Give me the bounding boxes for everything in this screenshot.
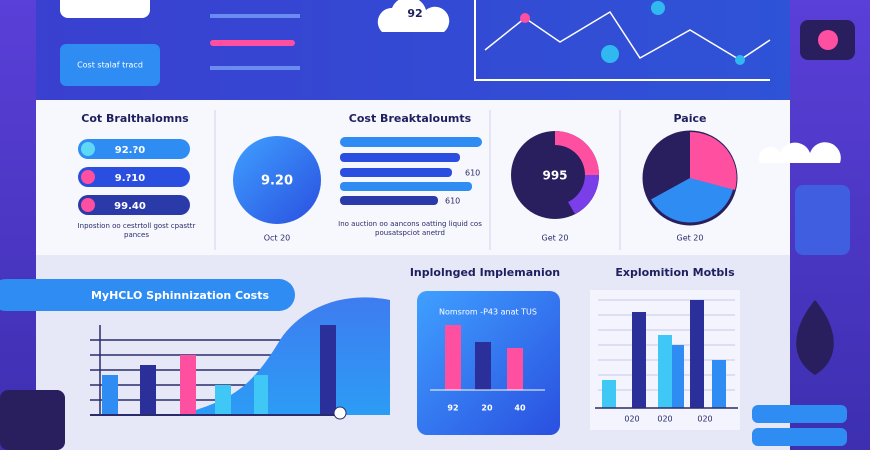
- bar: [340, 196, 438, 205]
- panel-title: Cot Bralthalomns: [81, 112, 189, 125]
- panel-note: Ino auction oo aancons oatting liquid co…: [338, 220, 482, 237]
- bar: [320, 325, 336, 415]
- top-dot: [520, 13, 530, 23]
- cloud: [758, 142, 841, 163]
- pill-text: 9.?10: [115, 173, 146, 184]
- bar: [340, 137, 482, 147]
- pill: [78, 139, 190, 159]
- top-card-text: Cost stalaf tracd: [77, 61, 143, 70]
- bar: [140, 365, 156, 415]
- panel-note: Inpostion oo cestrtoll gost cpasttr panc…: [77, 222, 196, 239]
- value-circle: [233, 136, 321, 224]
- donut-segment: [568, 175, 599, 214]
- bar: [690, 300, 704, 408]
- bar-label: 610: [445, 197, 460, 206]
- top-line: [210, 40, 295, 46]
- top-axis: [474, 0, 770, 81]
- bar: [102, 375, 118, 415]
- panel-title: Explomition Motbls: [615, 266, 735, 279]
- circle-value: 9.20: [261, 174, 293, 189]
- bar-label: 40: [514, 404, 526, 413]
- pill-dot: [81, 198, 95, 212]
- pie-slice: [690, 131, 737, 190]
- top-dot: [651, 1, 665, 15]
- pill-text: 99.40: [114, 201, 146, 212]
- pill-text: 92.?0: [115, 145, 146, 156]
- top-dot: [601, 45, 619, 63]
- bar-label: 020: [624, 415, 639, 424]
- caption: Get 20: [542, 234, 569, 243]
- wifi-icon: [795, 185, 850, 255]
- bar-label: 20: [481, 404, 493, 413]
- note-box: Ino auction oo aancons oatting liquid co…: [338, 220, 482, 237]
- pill: [78, 195, 190, 215]
- donut-value: 995: [542, 169, 567, 183]
- caption: Get 20: [677, 234, 704, 243]
- bar: [180, 355, 196, 415]
- bar: [254, 375, 268, 415]
- bar: [475, 342, 491, 390]
- panel-title: Cost Breaktaloumts: [349, 112, 472, 125]
- stack-icon: [752, 428, 847, 446]
- panel-title: Inplolnged Implemanion: [410, 266, 560, 279]
- stack-icon: [752, 405, 847, 423]
- top-card: [60, 0, 150, 18]
- top-line-chart: [484, 10, 771, 61]
- bar: [632, 312, 646, 408]
- axis-end: [333, 406, 347, 420]
- top-dot: [735, 55, 745, 65]
- left-strip: [0, 0, 36, 450]
- bar: [712, 360, 726, 408]
- bar: [658, 335, 672, 408]
- donut-segment: [555, 131, 599, 175]
- panel-subtitle: Nomsrom -P43 anat TUS: [439, 308, 537, 317]
- area: [180, 297, 390, 415]
- pie-slice: [644, 132, 690, 200]
- bar-label: 020: [697, 415, 712, 424]
- bar: [340, 168, 452, 177]
- icon-dot: [818, 30, 838, 50]
- chart-grid: [90, 325, 330, 415]
- bar: [602, 380, 616, 408]
- caption: Oct 20: [264, 234, 291, 243]
- bar: [215, 385, 231, 415]
- bar-label: 020: [657, 415, 672, 424]
- bar-label: 610: [465, 169, 480, 178]
- bar-label: 92: [447, 404, 458, 413]
- pill-dot: [81, 170, 95, 184]
- cloud: [377, 0, 450, 32]
- leaf-icon: [796, 300, 834, 375]
- panel-title: Paice: [674, 112, 707, 125]
- bar: [340, 182, 472, 191]
- pill-dot: [81, 142, 95, 156]
- top-line: [210, 66, 300, 70]
- bar: [445, 325, 461, 390]
- banner: [0, 279, 295, 311]
- note-box: Inpostion oo cestrtoll gost cpasttr panc…: [77, 222, 196, 239]
- top-text-card: [60, 44, 160, 86]
- bar: [672, 345, 684, 408]
- bar: [507, 348, 523, 390]
- pill: [78, 167, 190, 187]
- top-line: [210, 14, 300, 18]
- corner-card: [0, 390, 65, 450]
- banner-text: MyHCLO Sphinnization Costs: [91, 289, 270, 302]
- bar: [340, 153, 460, 162]
- cloud-value: 92: [407, 7, 422, 20]
